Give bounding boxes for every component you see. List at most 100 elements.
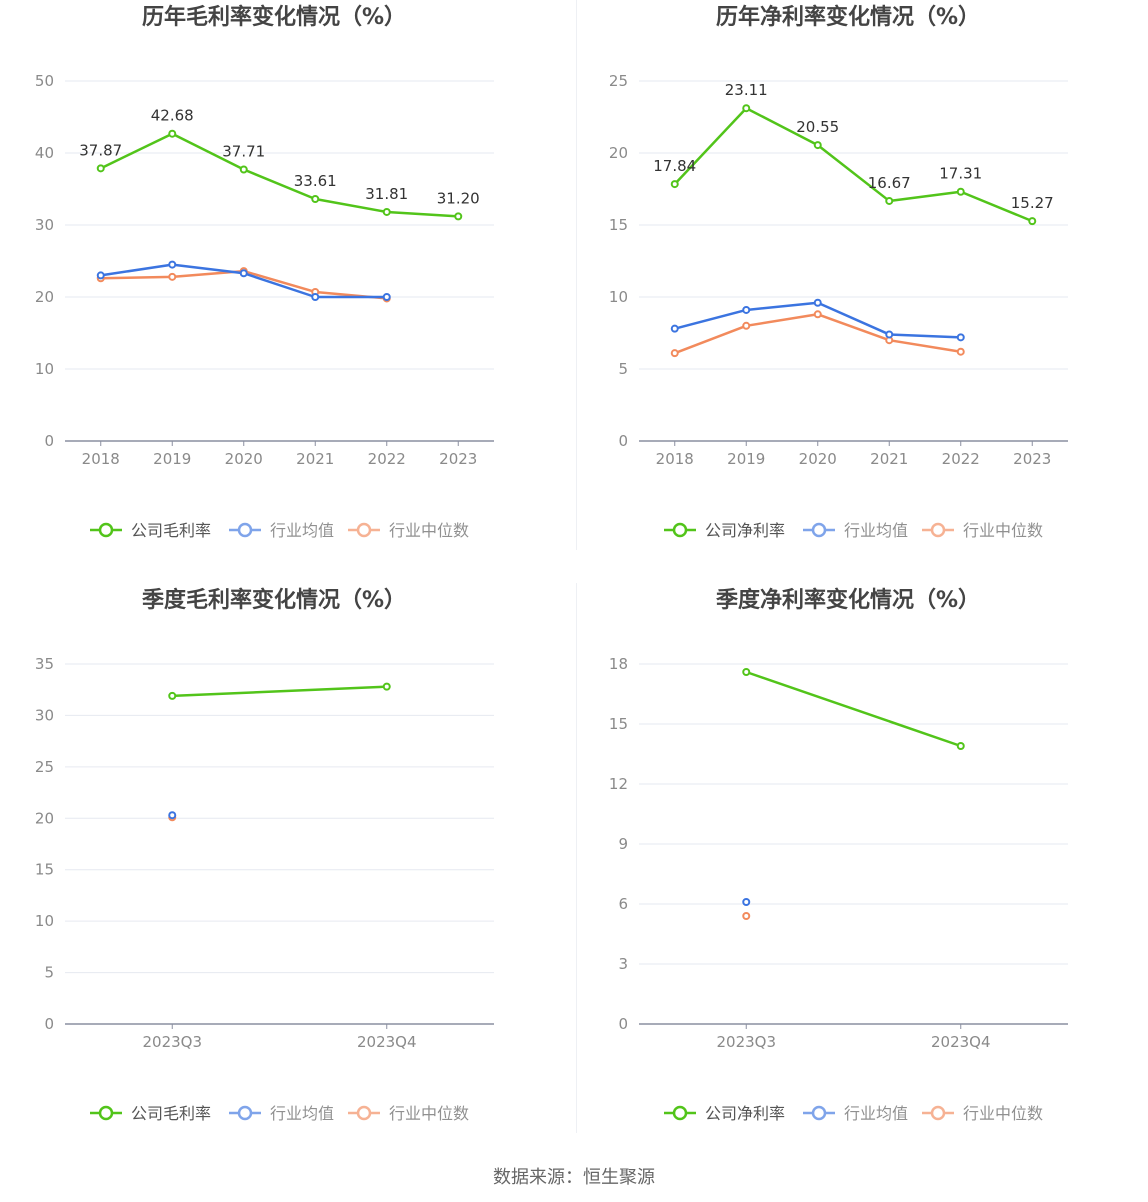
data-point-median: [742, 912, 751, 920]
y-tick-label: 50: [35, 72, 54, 90]
x-tick-label: 2023: [1013, 450, 1051, 468]
legend-label: 行业均值: [844, 1104, 908, 1123]
data-point-avg: [311, 293, 320, 301]
legend-label: 行业中位数: [963, 1104, 1043, 1123]
y-tick-label: 20: [35, 288, 54, 306]
annual-gross-margin-chart: 历年毛利率变化情况（%） 0 10 20 30 40 50 2018 2019 2020 2021 2…: [35, 4, 494, 540]
legend-label: 公司净利率: [705, 521, 785, 540]
quarterly-net-margin-panel: 季度净利率变化情况（%） 0 3 6 9 12 15 18 2023Q3 2023Q4 公司净利率 行…: [574, 583, 1148, 1163]
legend-label: 行业中位数: [963, 521, 1043, 540]
y-tick-label: 10: [609, 288, 628, 306]
legend-swatch-marker: [930, 522, 946, 538]
y-tick-label: 9: [618, 835, 628, 853]
y-tick-label: 12: [609, 775, 628, 793]
chart-title: 季度毛利率变化情况（%）: [142, 587, 406, 613]
legend-swatch-marker: [98, 1105, 114, 1121]
legend-swatch-marker: [98, 522, 114, 538]
legend-swatch-marker: [811, 1105, 827, 1121]
series-line-company: [100, 132, 459, 218]
y-tick-label: 15: [609, 216, 628, 234]
x-tick-label: 2021: [296, 450, 334, 468]
legend-item-company: 公司净利率: [664, 521, 785, 540]
x-tick-label: 2023Q4: [931, 1033, 991, 1051]
data-point-avg: [168, 811, 177, 820]
data-label: 31.81: [365, 185, 408, 203]
legend-swatch-marker: [356, 522, 372, 538]
y-tick-label: 0: [44, 432, 54, 450]
legend-item-company: 公司净利率: [664, 1104, 785, 1123]
data-label: 31.20: [437, 189, 480, 207]
y-tick-label: 18: [609, 655, 628, 673]
data-point-company: [454, 212, 463, 221]
y-tick-label: 0: [618, 1015, 628, 1033]
data-point-company: [168, 129, 177, 138]
data-point-company: [956, 742, 965, 750]
series-line-median: [674, 313, 961, 355]
quarterly-net-margin-chart: 季度净利率变化情况（%） 0 3 6 9 12 15 18 2023Q3 2023Q4 公司净利率 行…: [609, 587, 1068, 1123]
chart-title: 季度净利率变化情况（%）: [716, 587, 980, 613]
data-point-company: [239, 165, 248, 174]
legend-item-company: 公司毛利率: [90, 1104, 211, 1123]
legend-label: 行业均值: [270, 521, 334, 540]
data-point-company: [382, 682, 391, 691]
data-point-company: [670, 180, 679, 189]
data-point-company: [813, 141, 822, 150]
x-tick-label: 2023Q3: [142, 1033, 202, 1051]
y-tick-label: 15: [35, 861, 54, 879]
legend-item-company: 公司毛利率: [90, 521, 211, 540]
legend-label: 公司毛利率: [131, 1104, 211, 1123]
legend-swatch-marker: [356, 1105, 372, 1121]
series-line-company: [172, 685, 387, 698]
legend-item-avg: 行业均值: [229, 521, 334, 540]
data-point-median: [742, 321, 751, 330]
data-point-company: [742, 668, 751, 676]
legend-label: 行业中位数: [389, 521, 469, 540]
y-tick-label: 20: [609, 144, 628, 162]
x-tick-label: 2019: [153, 450, 191, 468]
y-tick-label: 6: [618, 895, 628, 913]
y-tick-label: 25: [35, 758, 54, 776]
panel-divider-top: [576, 0, 577, 550]
x-tick-label: 2022: [942, 450, 980, 468]
data-point-company: [742, 104, 751, 113]
data-point-avg: [956, 333, 965, 342]
data-point-avg: [885, 330, 894, 339]
x-tick-label: 2019: [727, 450, 765, 468]
x-tick-label: 2018: [82, 450, 120, 468]
annual-net-margin-panel: 历年净利率变化情况（%） 0 5 10 15 20 25 2018 2019 2020 2021 20…: [574, 0, 1148, 580]
chart-title: 历年毛利率变化情况（%）: [142, 4, 406, 30]
data-point-median: [956, 347, 965, 356]
data-point-company: [1028, 217, 1037, 226]
x-tick-label: 2023: [439, 450, 477, 468]
data-point-company: [956, 187, 965, 196]
x-tick-label: 2021: [870, 450, 908, 468]
legend-swatch-marker: [930, 1105, 946, 1121]
data-label: 17.31: [939, 165, 982, 183]
legend-label: 行业均值: [270, 1104, 334, 1123]
x-tick-label: 2018: [656, 450, 694, 468]
data-point-avg: [382, 293, 391, 301]
data-point-median: [813, 310, 822, 319]
data-point-avg: [96, 271, 105, 280]
legend-item-median: 行业中位数: [922, 1104, 1043, 1123]
data-point-company: [311, 195, 320, 204]
data-point-company: [168, 691, 177, 700]
data-label: 37.71: [222, 142, 265, 160]
legend-swatch-marker: [237, 1105, 253, 1121]
x-tick-label: 2020: [225, 450, 263, 468]
x-tick-label: 2020: [799, 450, 837, 468]
annual-net-margin-chart: 历年净利率变化情况（%） 0 5 10 15 20 25 2018 2019 2020 2021 20…: [609, 4, 1068, 540]
series-line-avg: [674, 301, 961, 339]
x-tick-label: 2022: [368, 450, 406, 468]
y-tick-label: 20: [35, 809, 54, 827]
legend-item-median: 行业中位数: [922, 521, 1043, 540]
data-point-company: [382, 207, 391, 216]
x-tick-label: 2023Q4: [357, 1033, 417, 1051]
data-point-avg: [742, 305, 751, 314]
y-tick-label: 10: [35, 360, 54, 378]
data-label: 23.11: [725, 81, 768, 99]
y-tick-label: 3: [618, 955, 628, 973]
legend-item-avg: 行业均值: [803, 521, 908, 540]
data-label: 16.67: [868, 174, 911, 192]
y-tick-label: 5: [44, 964, 54, 982]
